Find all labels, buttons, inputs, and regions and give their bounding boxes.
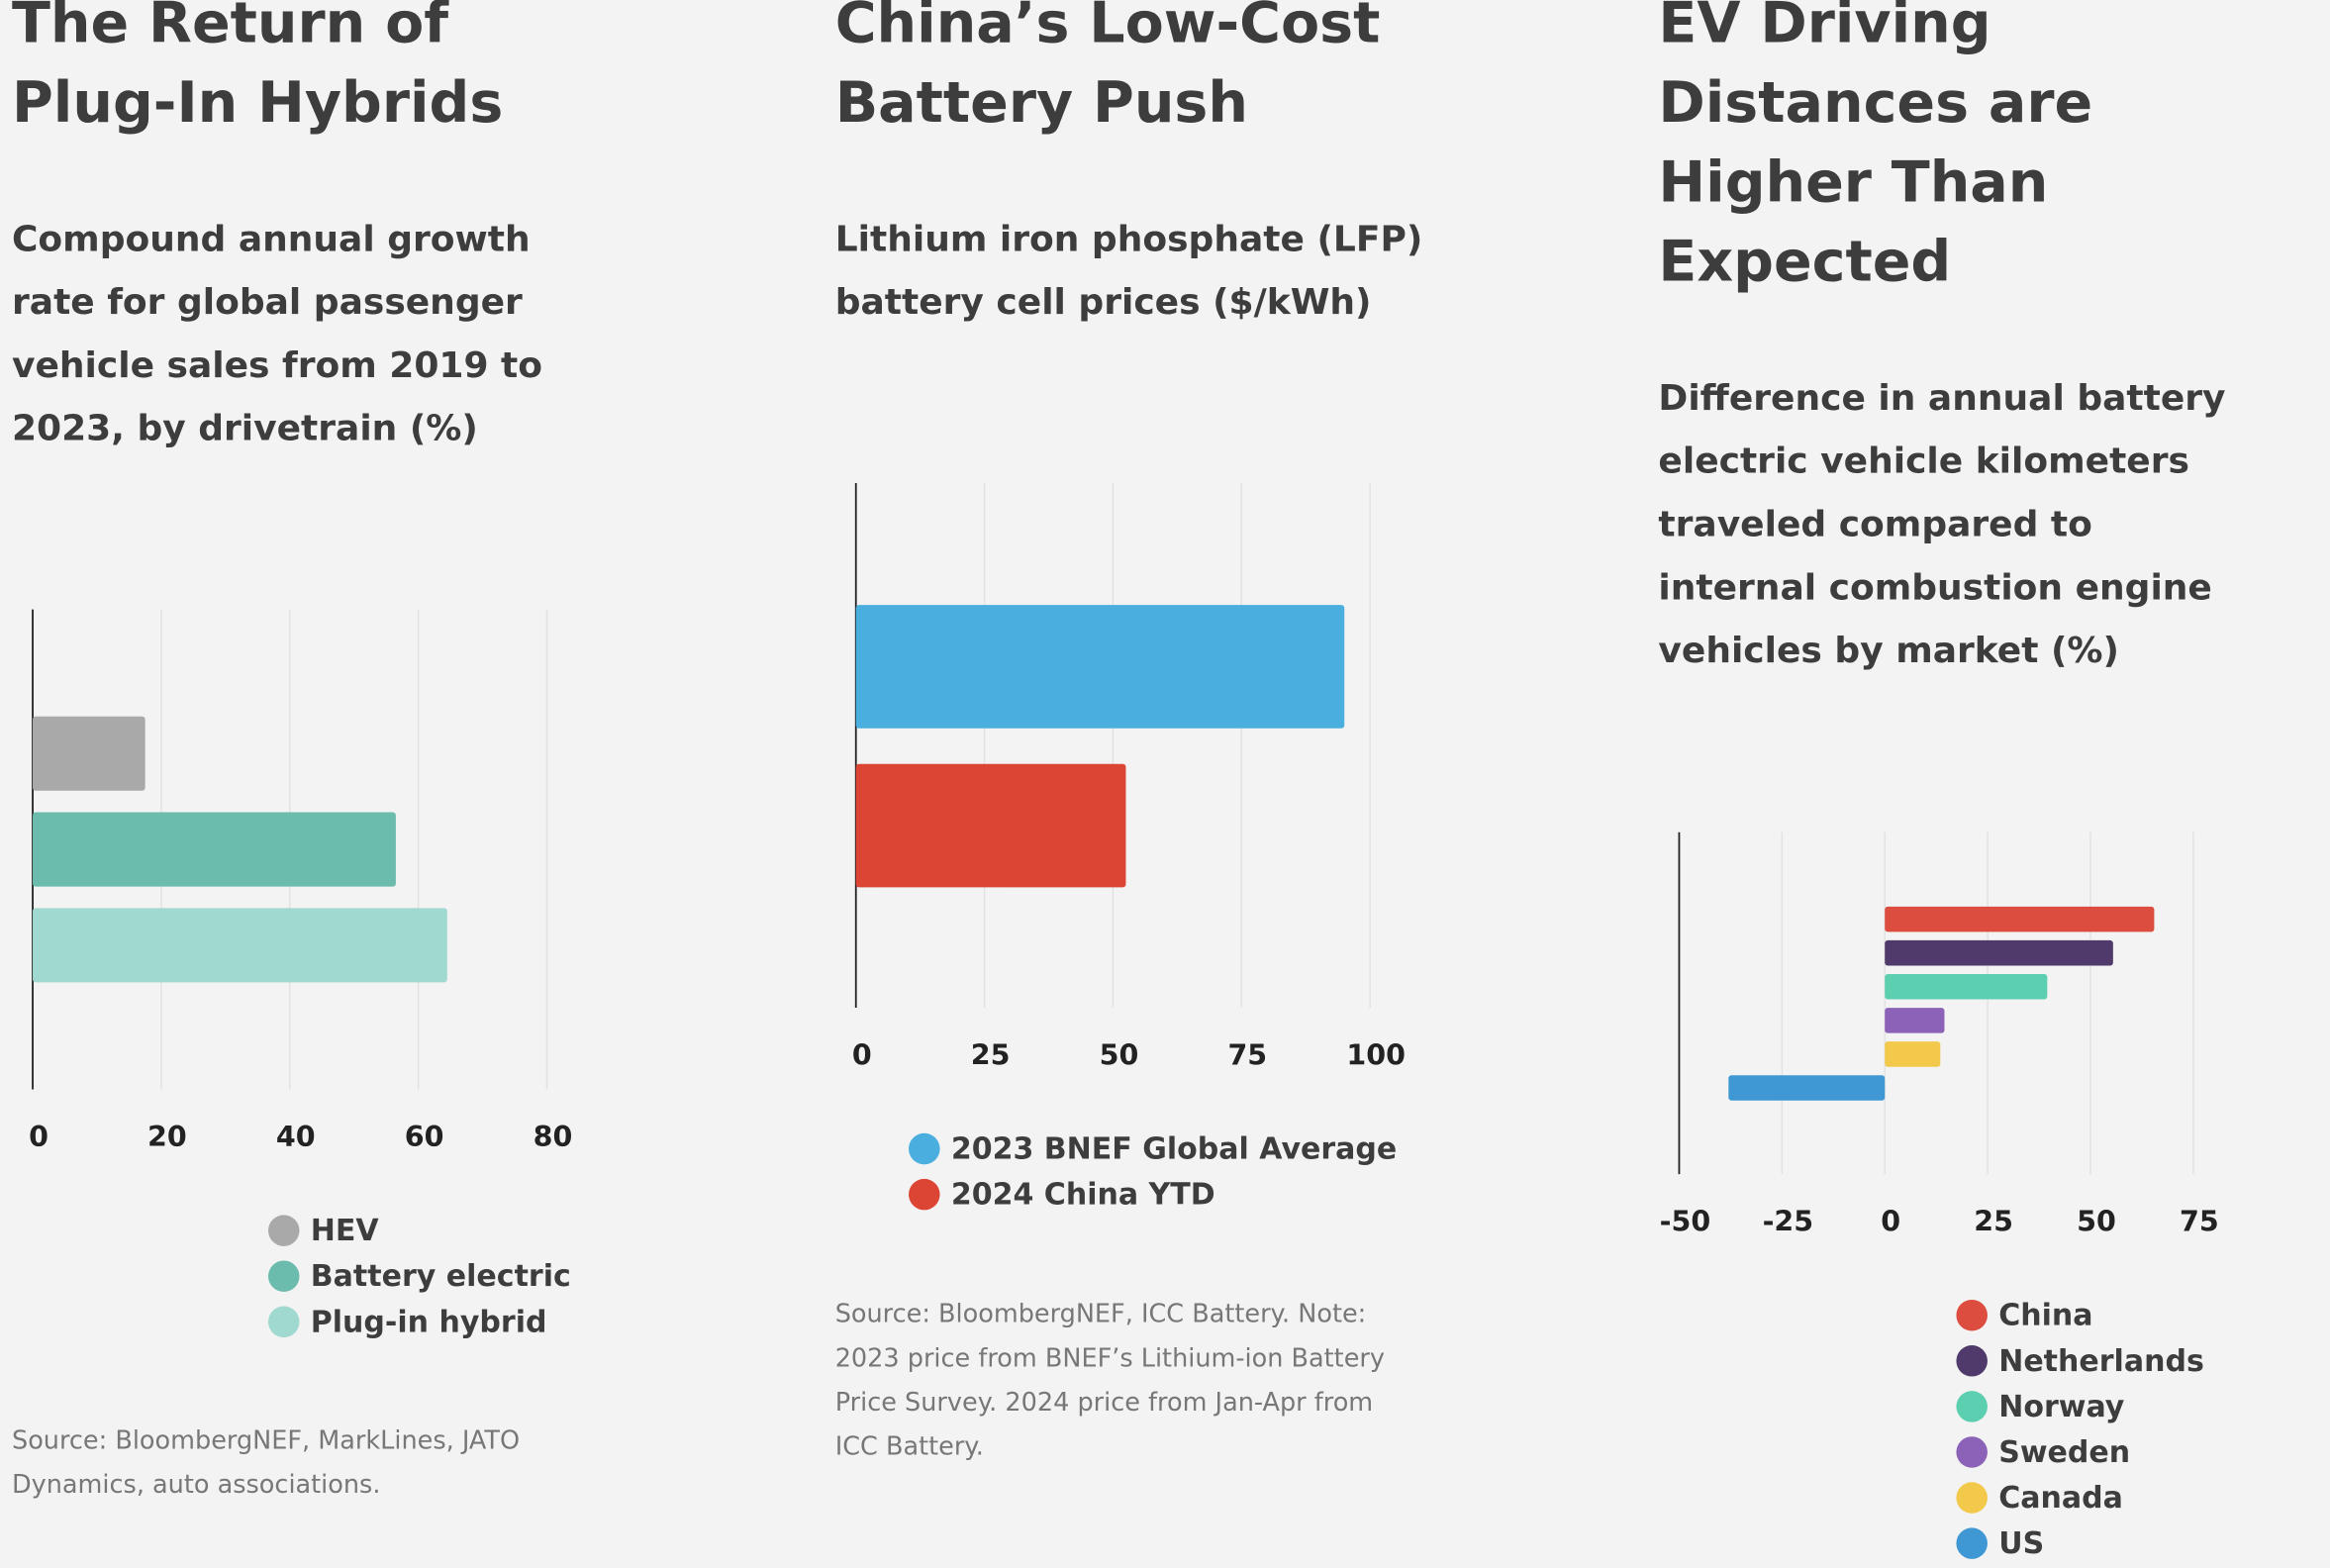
legend-swatch <box>1956 1299 1988 1331</box>
legend-label: 2024 China YTD <box>951 1178 1215 1213</box>
chart-title: Distances are <box>1658 70 2092 136</box>
source-note: ICC Battery. <box>835 1431 984 1461</box>
legend-swatch <box>1956 1482 1988 1514</box>
legend-swatch <box>1956 1527 1988 1559</box>
x-tick-label: -25 <box>1763 1206 1814 1238</box>
x-tick-label: 25 <box>1974 1206 2013 1238</box>
bar <box>33 812 396 887</box>
legend-swatch <box>909 1132 940 1165</box>
x-tick-label: -50 <box>1660 1206 1711 1238</box>
source-note: Price Survey. 2024 price from Jan-Apr fr… <box>835 1388 1373 1418</box>
bar <box>1885 974 2048 1000</box>
chart-subtitle: rate for global passenger <box>12 282 523 323</box>
legend-label: Netherlands <box>1998 1344 2204 1379</box>
legend-label: Battery electric <box>311 1259 571 1294</box>
chart-subtitle: traveled compared to <box>1658 505 2091 545</box>
source-note: Dynamics, auto associations. <box>12 1470 380 1500</box>
legend-label: Norway <box>1998 1390 2125 1424</box>
chart-title: EV Driving <box>1658 0 1990 56</box>
chart-title: The Return of <box>12 0 449 56</box>
x-tick-label: 40 <box>276 1121 316 1153</box>
bar <box>1885 1041 1941 1067</box>
x-tick-label: 75 <box>2180 1206 2219 1238</box>
chart-subtitle: vehicle sales from 2019 to <box>12 345 542 386</box>
legend-label: Sweden <box>1998 1435 2130 1470</box>
source-note: Source: BloombergNEF, MarkLines, JATO <box>12 1425 520 1455</box>
legend-label: Plug-in hybrid <box>311 1305 547 1339</box>
chart-title: China’s Low-Cost <box>835 0 1381 56</box>
legend-label: Canada <box>1998 1481 2123 1516</box>
legend-swatch <box>909 1178 940 1211</box>
source-note: 2023 price from BNEF’s Lithium-ion Batte… <box>835 1343 1385 1373</box>
x-tick-label: 0 <box>29 1121 49 1153</box>
bar <box>1885 906 2155 932</box>
legend-swatch <box>267 1306 300 1338</box>
bar <box>1885 1008 1945 1033</box>
legend-swatch <box>1956 1345 1988 1377</box>
legend-swatch <box>267 1215 300 1246</box>
legend-label: US <box>1998 1526 2044 1561</box>
legend-label: China <box>1998 1299 2092 1333</box>
x-tick-label: 100 <box>1346 1038 1406 1071</box>
chart-subtitle: internal combustion engine <box>1658 567 2211 608</box>
chart-subtitle: battery cell prices ($/kWh) <box>835 282 1372 323</box>
bar <box>33 908 447 983</box>
chart-subtitle: Difference in annual battery <box>1658 378 2225 419</box>
legend-swatch <box>1956 1391 1988 1422</box>
x-tick-label: 75 <box>1227 1038 1267 1071</box>
x-tick-label: 50 <box>2077 1206 2116 1238</box>
chart-subtitle: Lithium iron phosphate (LFP) <box>835 219 1423 259</box>
source-note: Source: BloombergNEF, ICC Battery. Note: <box>835 1300 1367 1329</box>
chart-title: Higher Than <box>1658 149 2048 215</box>
bar <box>855 605 1345 729</box>
chart-title: Expected <box>1658 230 1951 295</box>
legend-label: 2023 BNEF Global Average <box>951 1132 1397 1167</box>
chart-title: Plug-In Hybrids <box>12 70 503 136</box>
x-tick-label: 60 <box>405 1121 444 1153</box>
bar <box>1728 1075 1886 1101</box>
chart-title: Battery Push <box>835 70 1248 136</box>
x-tick-label: 25 <box>971 1038 1011 1071</box>
x-tick-label: 50 <box>1100 1038 1139 1071</box>
legend-label: HEV <box>311 1214 380 1248</box>
bar <box>855 763 1126 888</box>
x-tick-label: 20 <box>147 1121 187 1153</box>
legend-swatch <box>1956 1436 1988 1468</box>
x-tick-label: 80 <box>534 1121 573 1153</box>
chart-subtitle: Compound annual growth <box>12 219 531 259</box>
chart-subtitle: vehicles by market (%) <box>1658 631 2119 671</box>
bar <box>33 716 146 791</box>
x-tick-label: 0 <box>852 1038 872 1071</box>
chart-subtitle: 2023, by drivetrain (%) <box>12 409 478 449</box>
bar <box>1885 939 2113 966</box>
chart-subtitle: electric vehicle kilometers <box>1658 441 2188 482</box>
legend-swatch <box>267 1260 300 1292</box>
x-tick-label: 0 <box>1881 1206 1900 1238</box>
